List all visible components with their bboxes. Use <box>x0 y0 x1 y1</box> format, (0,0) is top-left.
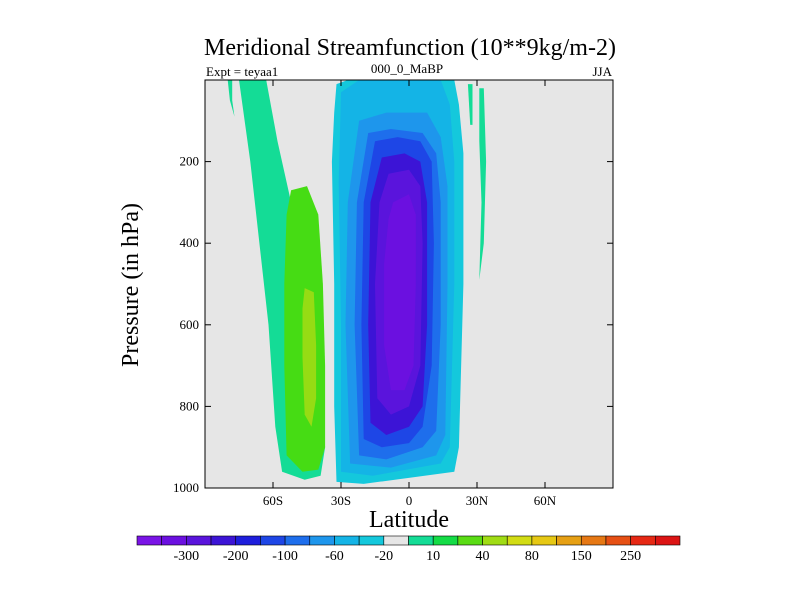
colorbar-label: -200 <box>223 549 249 564</box>
contour-tropical-cell-core <box>384 194 416 391</box>
colorbar-swatch <box>580 535 607 546</box>
colorbar-swatch <box>186 535 212 546</box>
colorbar-swatch <box>309 535 335 546</box>
colorbar-label: 250 <box>620 549 641 564</box>
colorbar-label: 40 <box>476 549 490 564</box>
y-tick-label: 400 <box>180 235 200 250</box>
x-tick-label: 30N <box>466 493 489 508</box>
colorbar-label: -20 <box>374 549 393 564</box>
x-tick-label: 60N <box>534 493 557 508</box>
y-tick-label: 1000 <box>173 480 199 495</box>
colorbar-swatch <box>630 535 656 546</box>
x-axis: 60S 30S 0 30N 60N <box>263 80 557 508</box>
colorbar-label: 150 <box>571 549 592 564</box>
colorbar-swatch <box>457 535 483 546</box>
season-label: JJA <box>592 64 612 79</box>
x-tick-label: 0 <box>406 493 413 508</box>
colorbar-swatch <box>284 535 311 546</box>
y-tick-label: 600 <box>180 317 200 332</box>
colorbar-swatch <box>482 535 508 546</box>
colorbar-label: 80 <box>525 549 539 564</box>
colorbar-swatch <box>235 535 261 546</box>
x-axis-label: Latitude <box>369 507 449 533</box>
contour-southern-cell-core <box>302 288 317 427</box>
contour-northern-filament-2 <box>479 88 487 280</box>
colorbar-label: -300 <box>174 549 200 564</box>
colorbar-swatch <box>136 535 162 546</box>
y-axis-label: Pressure (in hPa) <box>118 203 144 367</box>
colorbar-label: -100 <box>272 549 298 564</box>
colorbar-swatch <box>210 535 237 546</box>
period-label: 000_0_MaBP <box>371 61 443 76</box>
colorbar-swatch <box>506 535 533 546</box>
experiment-label: Expt = teyaa1 <box>206 64 278 79</box>
contour-regions <box>227 80 487 484</box>
colorbar-swatch <box>556 535 582 546</box>
colorbar-swatch <box>531 535 557 546</box>
x-tick-label: 30S <box>331 493 351 508</box>
colorbar-swatch <box>605 535 631 546</box>
colorbar-label: 10 <box>426 549 440 564</box>
colorbar-swatch <box>334 535 360 546</box>
y-tick-label: 800 <box>180 398 200 413</box>
x-tick-label: 60S <box>263 493 283 508</box>
colorbar-swatch <box>655 535 681 546</box>
contour-southern-fringe <box>227 80 235 117</box>
colorbar-swatch <box>432 535 459 546</box>
colorbar-swatch <box>358 535 385 546</box>
colorbar-label: -60 <box>325 549 344 564</box>
colorbar-swatch <box>408 535 434 546</box>
colorbar-swatch <box>161 535 187 546</box>
colorbar-swatch <box>383 535 409 546</box>
y-axis: 200 400 600 800 1000 <box>173 154 613 495</box>
colorbar: -300 -200 -100 -60 -20 10 40 80 150 250 <box>136 535 681 564</box>
chart-title: Meridional Streamfunction (10**9kg/m-2) <box>204 35 616 61</box>
colorbar-swatch <box>260 535 286 546</box>
contour-northern-filament-1 <box>467 84 473 125</box>
y-tick-label: 200 <box>180 154 200 169</box>
